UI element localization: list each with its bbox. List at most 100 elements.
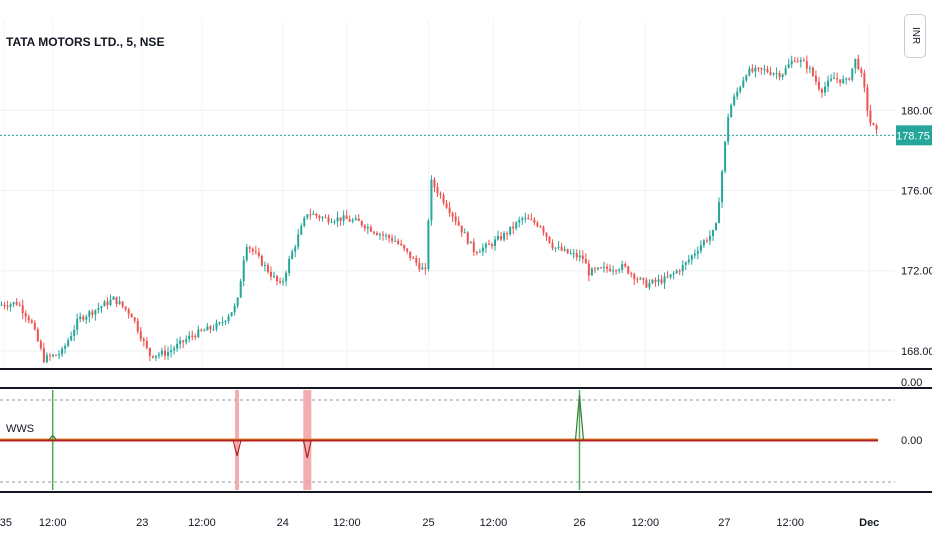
candle-body — [312, 213, 315, 215]
candle-body — [875, 125, 878, 130]
candle-body — [67, 340, 70, 346]
candle-body — [536, 222, 539, 227]
price-grid — [0, 20, 895, 367]
candle-body — [757, 67, 760, 69]
candle-body — [581, 255, 584, 260]
candle-body — [18, 304, 21, 306]
price-axis[interactable]: 180.00 176.00 172.00 168.00 — [901, 105, 932, 358]
candle-body — [530, 219, 533, 221]
candle-body — [696, 251, 699, 254]
candle-body — [766, 69, 769, 73]
candle-body — [112, 296, 115, 300]
candle-body — [97, 308, 100, 310]
candle-body — [515, 222, 518, 229]
candle-body — [263, 265, 266, 267]
candle-body — [142, 339, 145, 341]
candle-body — [645, 279, 648, 288]
candle-body — [415, 258, 418, 263]
candle-body — [648, 283, 651, 288]
candle-body — [808, 67, 811, 69]
candle-body — [699, 245, 702, 252]
candle-body — [418, 262, 421, 270]
candle-body — [360, 221, 363, 226]
candle-body — [494, 239, 497, 247]
candle-body — [33, 322, 36, 330]
candle-body — [742, 80, 745, 88]
candle-body — [551, 242, 554, 249]
candle-body — [793, 60, 796, 62]
candle-body — [481, 247, 484, 252]
candle-body — [802, 60, 805, 62]
candle-body — [191, 335, 194, 337]
candle-body — [781, 74, 784, 78]
candle-body — [539, 226, 542, 228]
candle-body — [21, 305, 24, 314]
candle-body — [257, 252, 260, 256]
candle-body — [306, 214, 309, 218]
candle-body — [412, 257, 415, 259]
x-tick-label: 24 — [277, 517, 289, 529]
candle-body — [182, 340, 185, 343]
x-tick-label: 25 — [422, 517, 434, 529]
candle-body — [48, 355, 51, 357]
candle-body — [475, 252, 478, 254]
candle-body — [130, 313, 133, 318]
candle-body — [560, 246, 563, 251]
candle-body — [772, 73, 775, 75]
candle-body — [239, 281, 242, 298]
candle-body — [318, 215, 321, 219]
candle-body — [754, 67, 757, 72]
x-tick-label: 12:00 — [632, 517, 660, 529]
candle-body — [833, 78, 836, 80]
candle-body — [309, 214, 312, 216]
candle-body — [624, 264, 627, 267]
candle-body — [811, 67, 814, 76]
price-candles — [0, 54, 878, 364]
candle-body — [297, 234, 300, 247]
candle-body — [457, 221, 460, 226]
candle-body — [94, 309, 97, 315]
candle-body — [260, 255, 263, 266]
candle-body — [730, 105, 733, 118]
candle-body — [363, 225, 366, 229]
candle-body — [584, 259, 587, 264]
candle-body — [572, 253, 575, 255]
candle-body — [427, 220, 430, 269]
candle-body — [106, 301, 109, 306]
candle-body — [109, 299, 112, 306]
candle-body — [248, 247, 251, 249]
candle-body — [687, 259, 690, 263]
candle-body — [354, 218, 357, 221]
candle-body — [179, 340, 182, 344]
candle-body — [224, 320, 227, 323]
candle-body — [194, 335, 197, 338]
candle-body — [403, 244, 406, 249]
candle-body — [118, 301, 121, 304]
candle-body — [612, 270, 615, 272]
candle-body — [675, 270, 678, 274]
candle-body — [51, 354, 54, 357]
candle-body — [518, 220, 521, 223]
candle-body — [24, 313, 27, 317]
candle-body — [176, 343, 179, 349]
candle-body — [690, 255, 693, 260]
candle-body — [294, 246, 297, 252]
candle-body — [167, 352, 170, 356]
candle-body — [139, 331, 142, 340]
currency-button[interactable]: INR — [904, 14, 926, 58]
candle-body — [503, 233, 506, 240]
candle-body — [678, 270, 681, 272]
time-axis[interactable]: :35 12:00 23 12:00 24 12:00 25 12:00 26 12:00 27 12… — [0, 517, 879, 529]
candle-body — [15, 302, 18, 305]
x-tick-label: 23 — [136, 517, 148, 529]
candle-body — [705, 240, 708, 242]
candle-body — [230, 312, 233, 317]
candle-body — [221, 322, 224, 324]
candle-body — [872, 122, 875, 126]
candle-body — [814, 75, 817, 82]
candle-body — [351, 220, 354, 222]
candle-body — [654, 279, 657, 282]
candle-body — [478, 251, 481, 253]
y-tick-label: 180.00 — [901, 105, 932, 117]
